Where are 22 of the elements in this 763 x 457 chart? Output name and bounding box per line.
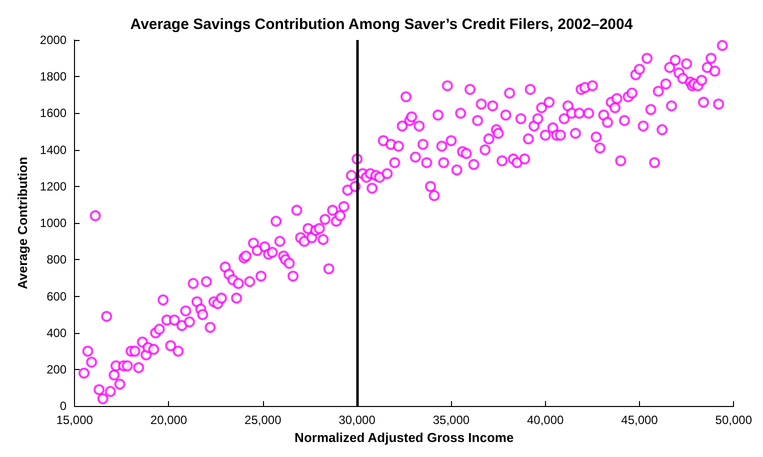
y-axis-title: Average Contribution: [15, 156, 30, 290]
x-axis-title: Normalized Adjusted Gross Income: [294, 430, 514, 445]
y-tick-label: 800: [46, 252, 67, 267]
x-tick-label: 45,000: [621, 413, 658, 428]
x-tick-label: 25,000: [244, 413, 282, 428]
x-tick-label: 20,000: [150, 413, 188, 428]
y-tick-label: 1400: [40, 142, 67, 157]
x-tick-label: 40,000: [526, 413, 564, 428]
y-tick-label: 1800: [40, 70, 67, 84]
y-tick-label: 200: [46, 362, 67, 376]
x-tick-label: 50,000: [715, 413, 752, 428]
x-tick-label: 30,000: [338, 413, 376, 428]
y-tick-label: 2000: [40, 33, 67, 47]
y-tick-label: 0: [60, 399, 67, 414]
x-tick-label: 35,000: [432, 413, 470, 428]
y-tick-label: 400: [46, 326, 67, 340]
chart-title: Average Savings Contribution Among Saver’s Credit Filers, 2002–2004: [130, 16, 634, 33]
x-tick-label: 15,000: [56, 413, 94, 428]
y-tick-label: 1200: [40, 179, 67, 194]
y-tick-label: 1000: [40, 216, 67, 230]
y-tick-label: 1600: [40, 106, 67, 120]
y-tick-label: 600: [46, 289, 67, 304]
